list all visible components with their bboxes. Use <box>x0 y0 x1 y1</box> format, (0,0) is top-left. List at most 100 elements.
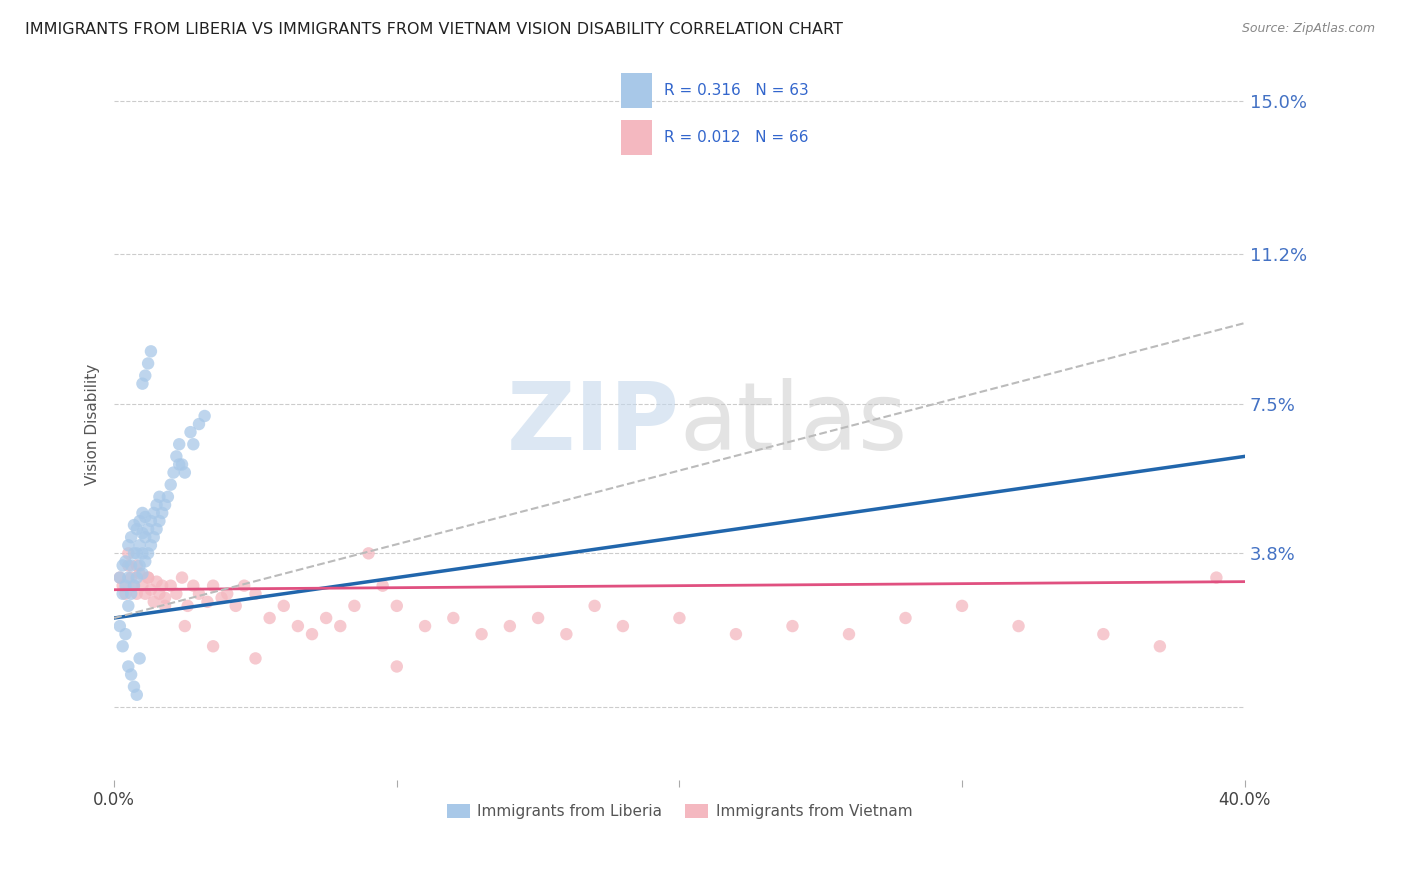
Point <box>612 619 634 633</box>
Point <box>131 579 153 593</box>
Point <box>159 477 181 491</box>
FancyBboxPatch shape <box>621 73 652 108</box>
Text: R = 0.316   N = 63: R = 0.316 N = 63 <box>664 83 808 97</box>
Point <box>188 417 211 431</box>
Point <box>122 518 145 533</box>
Point <box>159 579 181 593</box>
Point <box>139 538 162 552</box>
Point <box>170 571 193 585</box>
Point <box>122 680 145 694</box>
Text: atlas: atlas <box>679 378 908 470</box>
Point <box>114 554 136 568</box>
Point <box>225 599 247 613</box>
Point <box>1205 571 1227 585</box>
Point <box>134 587 156 601</box>
Point <box>148 490 170 504</box>
Point <box>134 368 156 383</box>
Point <box>188 587 211 601</box>
Point <box>114 587 136 601</box>
Point <box>139 582 162 597</box>
Point <box>131 506 153 520</box>
Point <box>233 579 256 593</box>
Point <box>136 546 159 560</box>
Point <box>120 571 142 585</box>
Point <box>1092 627 1115 641</box>
Point <box>134 530 156 544</box>
Point <box>131 376 153 391</box>
Text: R = 0.012   N = 66: R = 0.012 N = 66 <box>664 130 808 145</box>
Point <box>128 558 150 573</box>
Point <box>259 611 281 625</box>
Point <box>343 599 366 613</box>
Point <box>153 599 176 613</box>
Point <box>150 579 173 593</box>
Point <box>114 627 136 641</box>
Point <box>108 619 131 633</box>
Point <box>724 627 747 641</box>
Point <box>371 579 394 593</box>
Point <box>120 558 142 573</box>
Point <box>287 619 309 633</box>
Point <box>139 514 162 528</box>
Point <box>894 611 917 625</box>
Point <box>128 538 150 552</box>
Point <box>136 522 159 536</box>
Point <box>117 546 139 560</box>
Point <box>125 546 148 560</box>
Text: Source: ZipAtlas.com: Source: ZipAtlas.com <box>1241 22 1375 36</box>
Point <box>125 571 148 585</box>
Point <box>1007 619 1029 633</box>
Point <box>145 574 167 589</box>
Point <box>117 599 139 613</box>
Point <box>117 571 139 585</box>
Point <box>111 579 134 593</box>
Point <box>301 627 323 641</box>
Point <box>217 587 239 601</box>
Legend: Immigrants from Liberia, Immigrants from Vietnam: Immigrants from Liberia, Immigrants from… <box>440 798 918 825</box>
Point <box>145 522 167 536</box>
Point <box>131 526 153 541</box>
Point <box>125 688 148 702</box>
Point <box>181 437 204 451</box>
Point <box>125 558 148 573</box>
Point <box>583 599 606 613</box>
Point <box>156 490 179 504</box>
Point <box>142 506 165 520</box>
Point <box>162 466 184 480</box>
Point <box>245 587 267 601</box>
Point <box>838 627 860 641</box>
Point <box>950 599 973 613</box>
Point <box>555 627 578 641</box>
Point <box>136 571 159 585</box>
Point <box>136 571 159 585</box>
Point <box>111 587 134 601</box>
Point <box>148 587 170 601</box>
Point <box>150 506 173 520</box>
Point <box>122 579 145 593</box>
Point <box>128 566 150 581</box>
Point <box>139 344 162 359</box>
Point <box>357 546 380 560</box>
Point <box>173 466 195 480</box>
Point <box>122 546 145 560</box>
Point <box>202 640 225 654</box>
Point <box>131 546 153 560</box>
Point <box>385 599 408 613</box>
Point <box>108 571 131 585</box>
Point <box>153 591 176 605</box>
Point <box>202 579 225 593</box>
Point <box>782 619 804 633</box>
Point <box>194 409 217 423</box>
Point <box>179 425 201 439</box>
Point <box>1149 640 1171 654</box>
Point <box>117 538 139 552</box>
Point <box>128 651 150 665</box>
Point <box>245 651 267 665</box>
Point <box>211 591 233 605</box>
Point <box>117 558 139 573</box>
Point <box>329 619 352 633</box>
Point <box>167 437 190 451</box>
Point <box>128 514 150 528</box>
Text: IMMIGRANTS FROM LIBERIA VS IMMIGRANTS FROM VIETNAM VISION DISABILITY CORRELATION: IMMIGRANTS FROM LIBERIA VS IMMIGRANTS FR… <box>25 22 844 37</box>
Point <box>136 356 159 370</box>
